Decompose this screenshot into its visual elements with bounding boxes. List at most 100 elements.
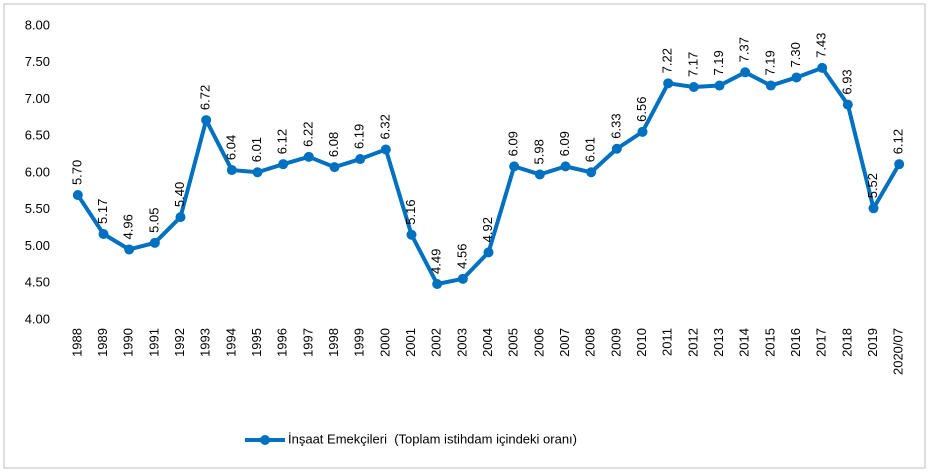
x-tick-label: 2006: [531, 328, 546, 357]
point: [817, 62, 828, 73]
x-tick-label: 2009: [608, 328, 623, 357]
x-tick-label: 1996: [275, 328, 290, 357]
point: [611, 143, 622, 154]
data-label: 6.12: [891, 129, 906, 154]
data-label: 6.01: [583, 137, 598, 162]
data-label: 7.22: [660, 48, 675, 73]
x-tick-label: 2020/07: [891, 328, 906, 375]
point: [894, 159, 905, 170]
x-tick-label: 2017: [814, 328, 829, 357]
point: [380, 144, 391, 155]
x-tick-label: 2008: [583, 328, 598, 357]
data-label: 6.12: [275, 129, 290, 154]
data-label: 4.96: [121, 214, 136, 239]
x-tick-label: 2013: [711, 328, 726, 357]
y-tick-label: 8.00: [25, 17, 50, 32]
data-label: 6.72: [198, 85, 213, 110]
x-tick-label: 2014: [737, 328, 752, 357]
data-label: 4.56: [454, 244, 469, 269]
point: [791, 72, 802, 83]
point: [124, 244, 135, 255]
point: [303, 151, 314, 162]
y-tick-label: 4.50: [25, 275, 50, 290]
point: [226, 165, 237, 176]
x-tick-label: 1994: [223, 328, 238, 357]
chart-border: [3, 3, 926, 469]
data-label: 7.17: [685, 52, 700, 77]
x-tick-label: 1990: [121, 328, 136, 357]
y-tick-label: 5.00: [25, 238, 50, 253]
point: [714, 80, 725, 91]
data-label: 5.40: [172, 182, 187, 207]
point: [868, 203, 879, 214]
x-tick-label: 1999: [352, 328, 367, 357]
data-label: 7.30: [788, 42, 803, 67]
point: [534, 169, 545, 180]
data-label: 7.19: [762, 50, 777, 75]
point: [509, 161, 520, 172]
x-tick-label: 2002: [429, 328, 444, 357]
data-label: 7.19: [711, 50, 726, 75]
data-label: 6.09: [506, 131, 521, 156]
x-tick-label: 2015: [762, 328, 777, 357]
data-label: 6.22: [300, 122, 315, 147]
x-tick-label: 2011: [660, 328, 675, 356]
x-tick-label: 2004: [480, 328, 495, 357]
y-tick-label: 6.00: [25, 164, 50, 179]
data-label: 5.16: [403, 199, 418, 224]
point: [842, 99, 853, 110]
point: [278, 159, 289, 170]
y-tick-label: 7.00: [25, 91, 50, 106]
y-tick-label: 4.00: [25, 311, 50, 326]
data-label: 5.05: [146, 208, 161, 233]
data-label: 4.49: [429, 249, 444, 274]
x-tick-label: 2001: [403, 328, 418, 357]
legend-marker: [260, 435, 270, 445]
point: [637, 126, 648, 137]
point: [688, 82, 699, 93]
data-label: 5.17: [95, 199, 110, 224]
data-label: 6.01: [249, 137, 264, 162]
data-label: 7.43: [814, 33, 829, 58]
x-tick-label: 2007: [557, 328, 572, 357]
x-tick-label: 2000: [377, 328, 392, 357]
x-tick-label: 1992: [172, 328, 187, 357]
x-tick-label: 1993: [198, 328, 213, 357]
point: [98, 229, 109, 240]
data-label: 4.92: [480, 217, 495, 242]
x-tick-label: 2005: [506, 328, 521, 357]
point: [740, 67, 751, 78]
x-tick-label: 1995: [249, 328, 264, 357]
point: [432, 278, 443, 289]
x-tick-label: 2018: [839, 328, 854, 357]
point: [457, 273, 468, 284]
x-tick-label: 1989: [95, 328, 110, 357]
point: [560, 161, 571, 172]
point: [663, 78, 674, 89]
point: [329, 162, 340, 173]
data-label: 5.52: [865, 173, 880, 198]
y-tick-label: 7.50: [25, 54, 50, 69]
x-tick-label: 1991: [146, 328, 161, 357]
y-tick-label: 6.50: [25, 128, 50, 143]
data-label: 6.09: [557, 131, 572, 156]
data-label: 6.19: [352, 124, 367, 149]
point: [483, 247, 494, 258]
x-tick-label: 2019: [865, 328, 880, 357]
x-tick-label: 2016: [788, 328, 803, 357]
point: [355, 154, 366, 165]
point: [175, 212, 186, 223]
data-label: 5.98: [531, 139, 546, 164]
data-label: 6.93: [839, 69, 854, 94]
x-tick-label: 2012: [685, 328, 700, 357]
data-label: 6.56: [634, 97, 649, 122]
data-label: 5.70: [69, 160, 84, 185]
x-tick-label: 2003: [454, 328, 469, 357]
point: [586, 167, 597, 178]
x-tick-label: 1997: [300, 328, 315, 357]
y-tick-label: 5.50: [25, 201, 50, 216]
point: [406, 229, 417, 240]
point: [201, 115, 212, 126]
data-label: 6.32: [377, 114, 392, 139]
